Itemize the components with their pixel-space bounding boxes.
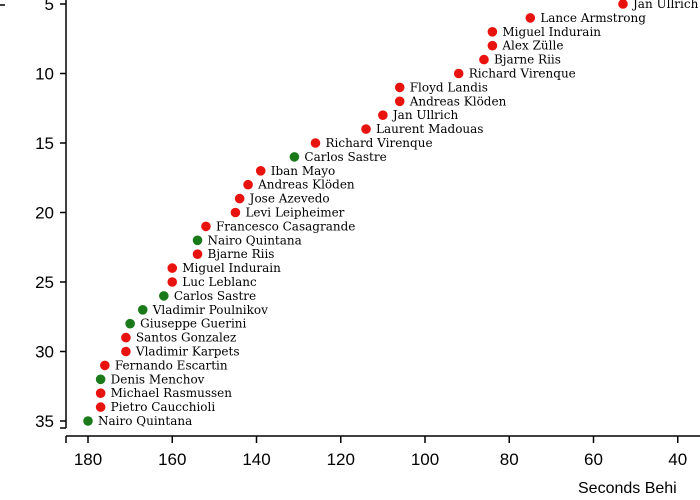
point-label-11: Floyd Landis — [410, 80, 488, 94]
x-tick-label-140: 140 — [242, 450, 270, 469]
point-label-16: Carlos Sastre — [304, 150, 386, 164]
point-label-18: Andreas Klöden — [257, 178, 355, 192]
data-point-27 — [137, 305, 148, 315]
y-tick-label-15: 15 — [35, 134, 54, 153]
data-point-5 — [618, 0, 628, 9]
data-point-32 — [95, 374, 106, 385]
data-point-16 — [289, 152, 300, 162]
x-tick-label-60: 60 — [584, 450, 603, 469]
data-point-12 — [394, 96, 405, 107]
point-label-22: Nairo Quintana — [208, 233, 302, 247]
y-tick-label-25: 25 — [35, 273, 54, 292]
data-point-13 — [378, 110, 388, 120]
y-tick-label-35: 35 — [35, 412, 54, 431]
point-label-9: Bjarne Riis — [494, 53, 561, 67]
y-tick-label-5: 5 — [45, 0, 54, 14]
data-point-7 — [487, 27, 498, 37]
y-tick-label-30: 30 — [35, 343, 54, 362]
point-label-24: Miguel Indurain — [182, 261, 281, 275]
data-point-14 — [361, 124, 371, 134]
data-point-28 — [125, 318, 135, 329]
data-point-23 — [192, 249, 203, 259]
data-point-15 — [310, 138, 321, 148]
data-point-34 — [95, 402, 106, 412]
point-label-34: Pietro Caucchioli — [111, 400, 216, 414]
data-point-21 — [201, 221, 211, 232]
data-point-26 — [159, 291, 169, 301]
y-tick-label-10: 10 — [35, 65, 54, 84]
point-label-7: Miguel Indurain — [502, 25, 601, 39]
point-label-33: Michael Rasmussen — [111, 386, 233, 400]
y-tick-label-20: 20 — [35, 204, 54, 223]
data-point-25 — [167, 277, 178, 287]
point-label-17: Iban Mayo — [271, 164, 336, 178]
data-point-29 — [121, 332, 131, 343]
data-point-30 — [121, 346, 131, 357]
x-tick-label-100: 100 — [411, 450, 439, 469]
x-tick-label-80: 80 — [500, 450, 519, 469]
x-tick-label-40: 40 — [668, 450, 687, 469]
point-label-5: Jan Ullrich — [631, 0, 699, 11]
point-label-20: Levi Leipheimer — [245, 206, 344, 220]
point-label-30: Vladimir Karpets — [135, 345, 240, 359]
point-label-25: Luc Leblanc — [182, 275, 257, 289]
point-label-27: Vladimir Poulnikov — [152, 303, 268, 317]
point-label-28: Giuseppe Guerini — [140, 317, 246, 331]
data-point-10 — [453, 68, 464, 79]
point-label-31: Fernando Escartin — [115, 358, 228, 372]
data-point-6 — [525, 13, 536, 23]
data-point-18 — [243, 179, 253, 190]
point-label-12: Andreas Klöden — [409, 94, 507, 108]
x-tick-label-160: 160 — [158, 450, 186, 469]
data-point-17 — [255, 166, 266, 176]
data-point-20 — [230, 207, 241, 218]
point-label-10: Richard Virenque — [469, 67, 576, 81]
data-point-22 — [192, 235, 203, 246]
point-label-8: Alex Zülle — [501, 39, 563, 53]
point-label-15: Richard Virenque — [325, 136, 432, 150]
x-tick-label-180: 180 — [74, 450, 102, 469]
data-point-8 — [487, 40, 498, 51]
data-point-11 — [394, 82, 405, 93]
data-point-24 — [167, 263, 178, 273]
point-label-14: Laurent Madouas — [376, 122, 483, 136]
data-point-35 — [83, 416, 93, 426]
data-point-31 — [100, 360, 110, 371]
point-label-35: Nairo Quintana — [98, 414, 192, 428]
data-point-33 — [95, 388, 106, 399]
point-label-29: Santos Gonzalez — [136, 331, 236, 345]
data-point-19 — [234, 193, 245, 204]
point-label-21: Francesco Casagrande — [216, 219, 355, 233]
point-label-26: Carlos Sastre — [174, 289, 256, 303]
data-point-9 — [479, 54, 489, 65]
point-label-32: Denis Menchov — [111, 372, 205, 386]
y-axis: 5 10 15 20 25 30 35 — [0, 0, 67, 431]
point-label-19: Jose Azevedo — [248, 192, 330, 206]
data-points — [83, 0, 628, 426]
point-label-6: Lance Armstrong — [540, 11, 646, 25]
x-axis-title: Seconds Behi — [578, 480, 677, 497]
point-label-13: Jan Ullrich — [391, 108, 459, 122]
x-tick-label-120: 120 — [327, 450, 355, 469]
point-label-23: Bjarne Riis — [208, 247, 275, 261]
x-axis: 180 160 140 120 100 80 60 40 — [65, 435, 700, 469]
